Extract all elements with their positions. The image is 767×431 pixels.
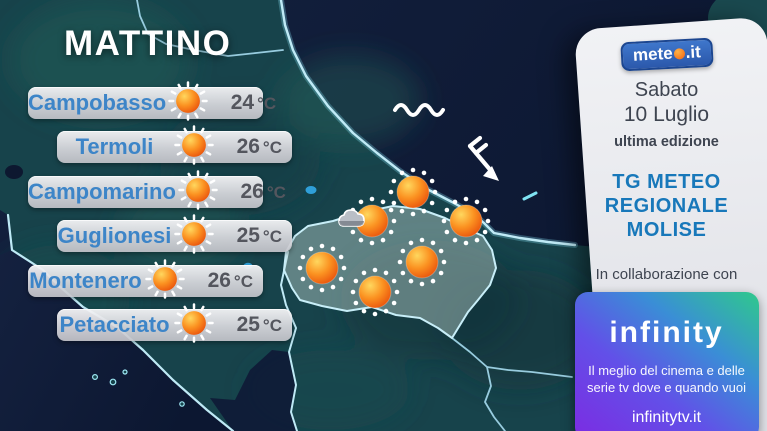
day-label: Sabato: [634, 79, 699, 101]
temperature-value: 26 °C: [236, 135, 282, 158]
program-line: TG METEO: [612, 171, 721, 193]
forecast-row: Termoli 26 °C: [57, 125, 292, 165]
sidebar-panel: mete .it Sabato 10 Luglio ultima edizione…: [566, 26, 767, 431]
forecast-row: Campobasso 24 °C: [28, 81, 276, 121]
temperature-value: 25 °C: [236, 224, 282, 247]
lake: [305, 186, 317, 194]
logo-text: .it: [684, 42, 701, 63]
temperature-value: 24 °C: [230, 91, 277, 114]
date-label: 10 Luglio: [623, 103, 710, 126]
infinity-tagline: Il meglio del cinema e delle serie tv do…: [575, 363, 759, 396]
sun-icon: [172, 303, 216, 343]
city-label: Montenero: [29, 268, 142, 293]
program-line: MOLISE: [626, 219, 707, 241]
program-line: REGIONALE: [604, 195, 729, 217]
islands: [91, 369, 185, 407]
temperature-value: 25 °C: [236, 313, 282, 336]
city-label: Petacciato: [59, 312, 170, 337]
tagline-line: Il meglio del cinema e delle: [588, 363, 745, 378]
logo-dot-icon: [672, 48, 685, 60]
forecast-row: Petacciato 25 °C: [57, 303, 292, 343]
sun-icon: [172, 214, 216, 254]
page-title: MATTINO: [64, 24, 232, 63]
temperature-value: 26 °C: [240, 180, 286, 203]
sea-area: [210, 350, 297, 431]
forecast-row: Guglionesi 25 °C: [57, 214, 292, 254]
wind-arrow-icon: [467, 135, 499, 181]
temperature-value: 26 °C: [207, 269, 253, 292]
sun-icon: [176, 170, 220, 210]
infinity-logo: infinity: [609, 316, 724, 349]
meteo-it-logo: mete .it: [619, 37, 714, 72]
region-borders: [136, 0, 573, 431]
island-dash: [522, 191, 538, 201]
sun-icon: [172, 125, 216, 165]
tagline-line: serie tv dove e quando vuoi: [587, 379, 746, 395]
logo-text: mete: [632, 43, 673, 65]
highlighted-region-molise: [283, 205, 497, 339]
collaboration-label: In collaborazione con: [595, 266, 738, 283]
program-title: TG METEO REGIONALE MOLISE: [566, 170, 767, 242]
city-label: Guglionesi: [57, 223, 172, 248]
sun-icon: [143, 259, 187, 299]
coastline: [280, 251, 298, 431]
waves-icon: [393, 103, 445, 117]
infinity-url: infinitytv.it: [631, 409, 702, 426]
forecast-row: Campomarino 26 °C: [28, 170, 286, 210]
city-label: Termoli: [75, 134, 154, 159]
infinity-card: infinity Il meglio del cinema e delle se…: [574, 292, 759, 431]
city-label: Campobasso: [28, 90, 167, 115]
edition-label: ultima edizione: [614, 134, 719, 150]
lake: [5, 165, 23, 179]
small-cloud-icon: [338, 209, 365, 227]
forecast-row: Montenero 26 °C: [28, 259, 263, 299]
sun-icon: [166, 81, 210, 121]
city-label: Campomarino: [28, 179, 176, 204]
